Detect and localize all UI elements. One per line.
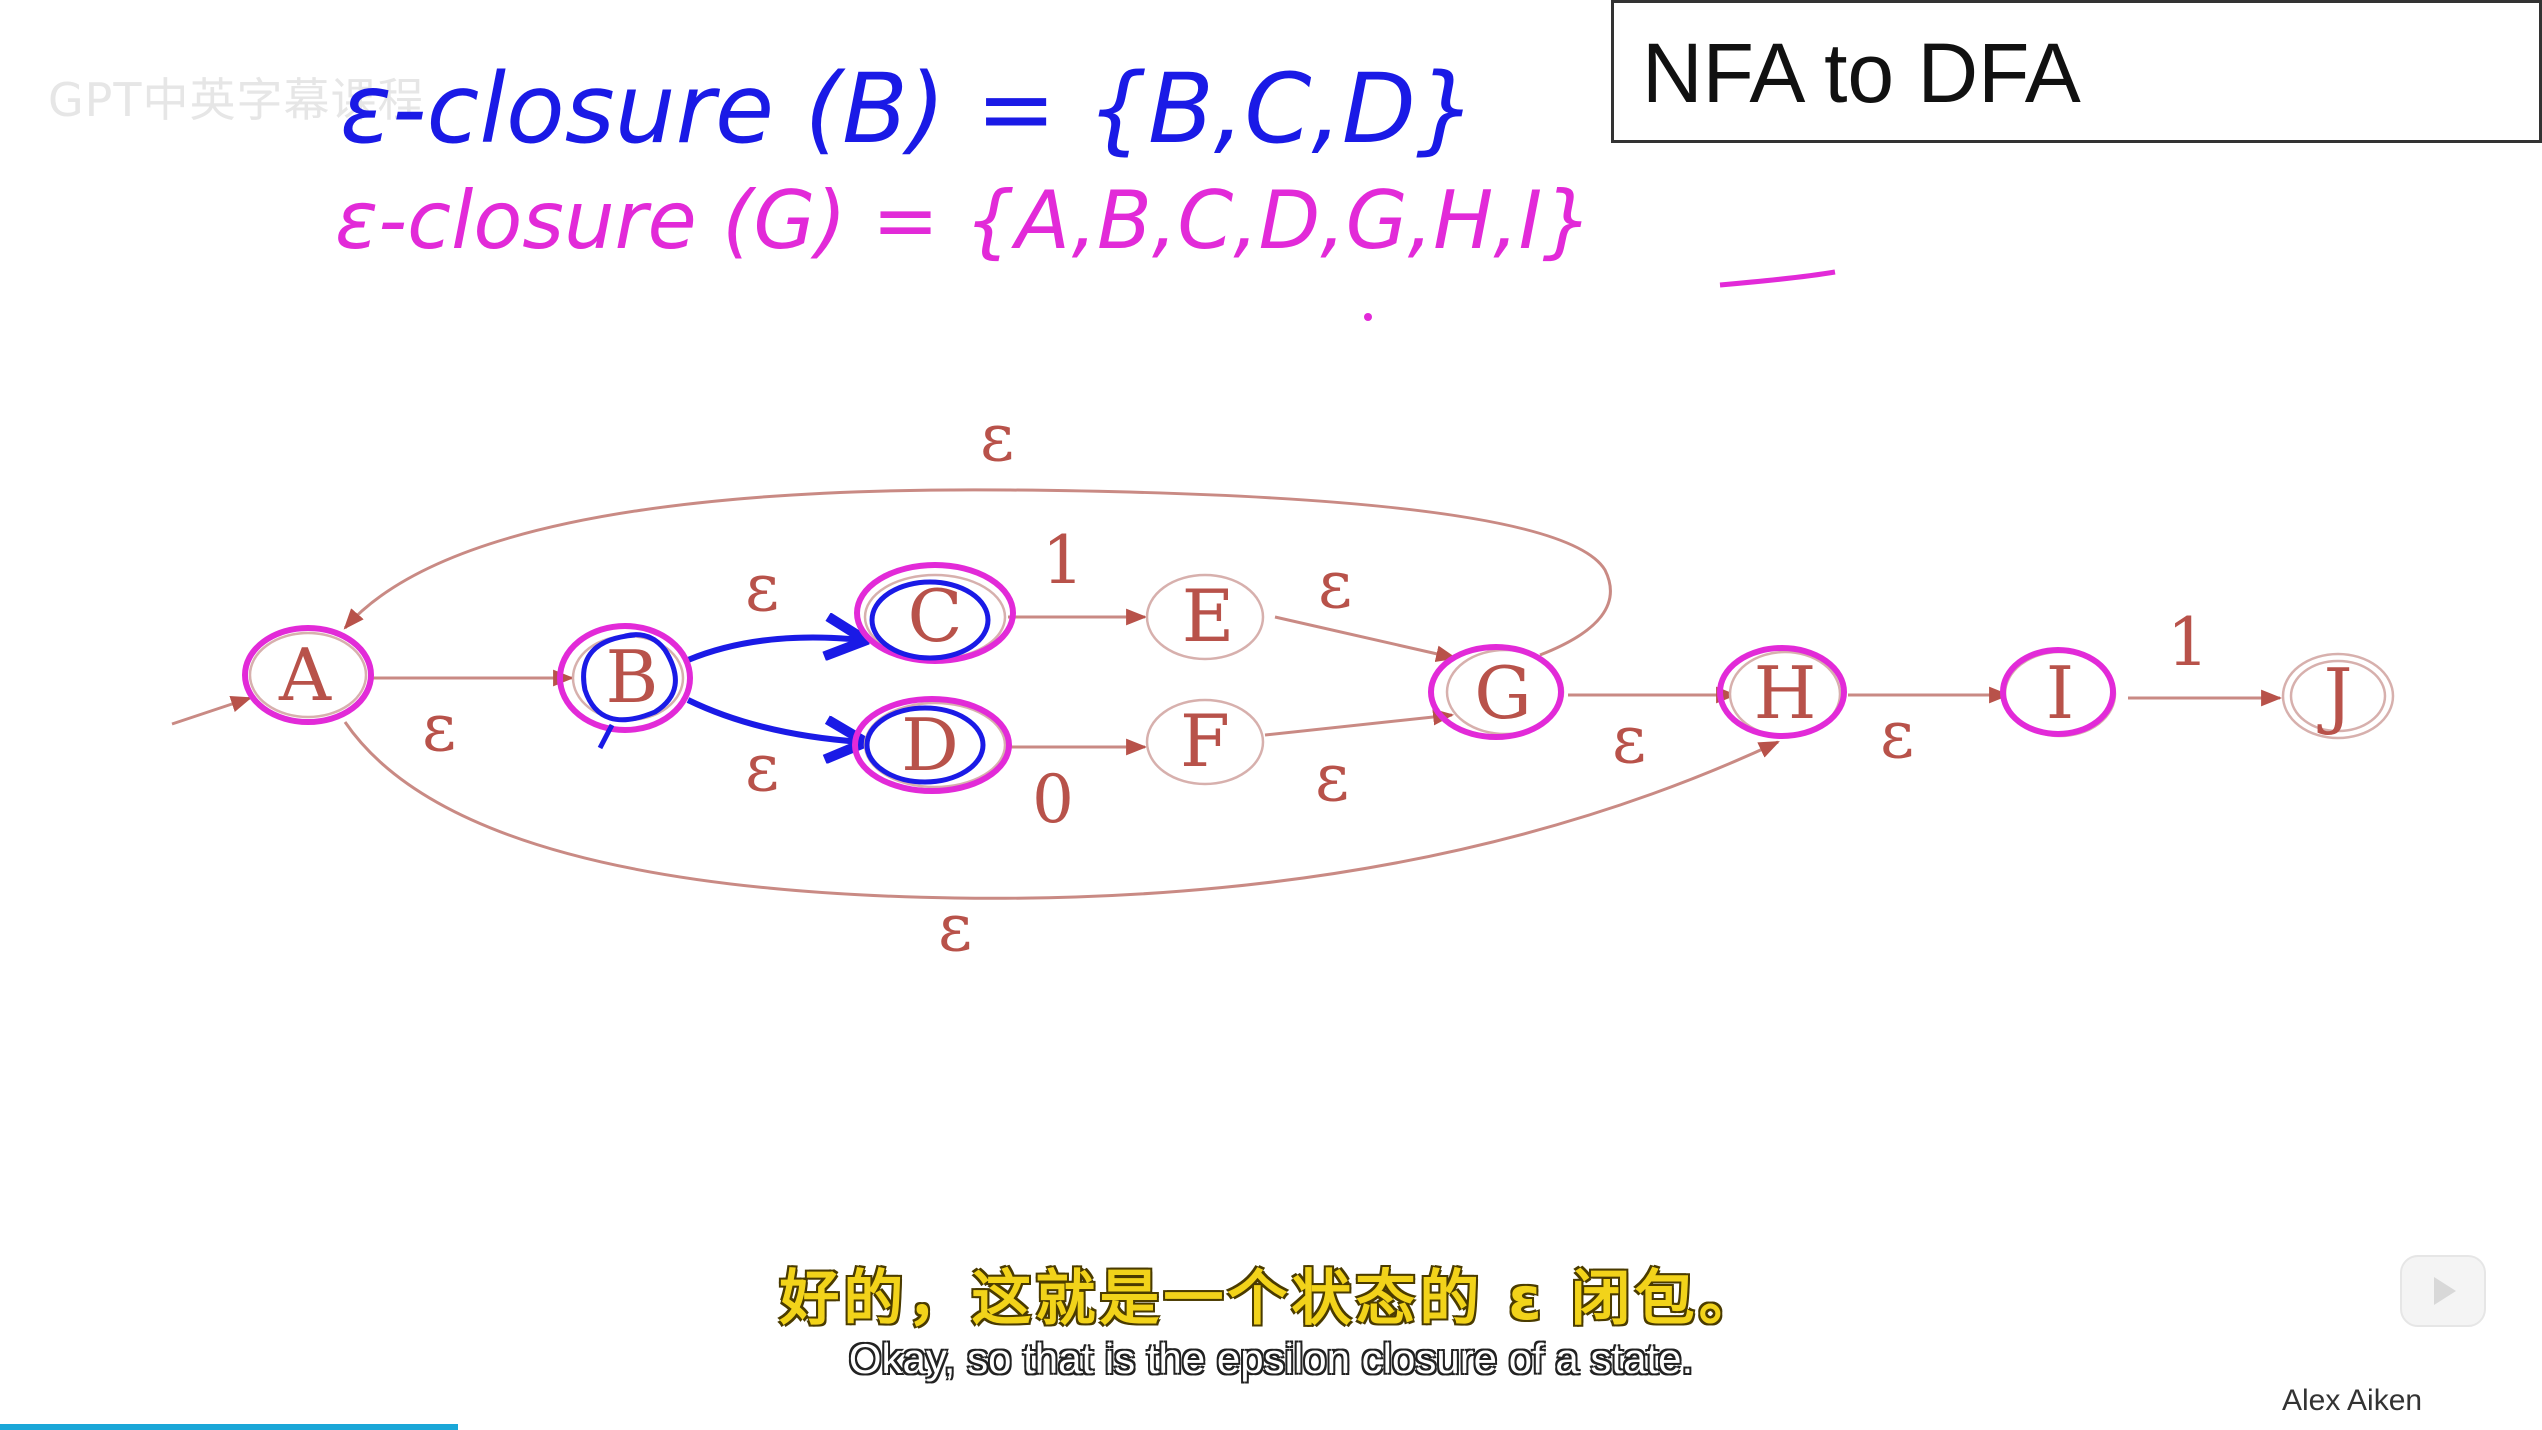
video-progress-bar[interactable] [0, 1424, 458, 1430]
state-f-ring [1145, 698, 1265, 786]
highlight-g [1428, 644, 1564, 740]
state-j-inner-ring [2289, 659, 2387, 733]
watermark: GPT中英字幕课程 [48, 73, 425, 127]
label-c-e: 1 [1042, 522, 1084, 599]
state-a-label: A [278, 633, 332, 717]
label-g-h: ε [1612, 701, 1646, 778]
edge-e-g [1274, 615, 1458, 662]
state-g-label: G [1474, 651, 1532, 735]
closure-b-note: ε-closure (B) = {B,C,D} [340, 53, 1477, 165]
label-f-g: ε [1315, 739, 1349, 816]
blue-mark-d [864, 705, 986, 785]
start-arrow [171, 696, 252, 726]
title-box: NFA to DFA [1611, 0, 2542, 143]
subtitle-chinese: 好的，这就是一个状态的 ε 闭包。 [779, 1264, 1763, 1334]
highlight-h [1717, 645, 1847, 739]
state-e-ring [1145, 573, 1265, 661]
state-c-label: C [907, 574, 962, 658]
state-b-label: B [606, 635, 659, 719]
state-d-label: D [901, 703, 959, 787]
blue-mark-b [581, 632, 678, 723]
state-a-ring [248, 631, 368, 719]
ink-dot [1364, 313, 1372, 321]
state-e-label: E [1182, 574, 1235, 658]
label-b-d: ε [745, 729, 779, 806]
play-icon [2434, 1277, 2456, 1305]
blue-tick-b [597, 723, 615, 750]
label-a-b: ε [422, 689, 456, 766]
label-a-h: ε [938, 889, 972, 966]
edge-a-h [343, 721, 1780, 900]
edge-b-d [686, 697, 862, 742]
label-d-f: 0 [1032, 761, 1074, 838]
highlight-b [557, 623, 693, 733]
state-h-label: H [1754, 651, 1817, 735]
state-f-label: F [1180, 699, 1230, 783]
edge-f-g [1264, 708, 1455, 737]
edge-b-c [686, 638, 862, 663]
highlight-c [854, 562, 1016, 664]
state-i-label: I [2046, 651, 2074, 735]
slide-title: NFA to DFA [1642, 26, 2081, 120]
subtitle-english: Okay, so that is the epsilon closure of … [848, 1335, 1694, 1382]
edge-g-a [343, 488, 1612, 657]
author-credit: Alex Aiken [2282, 1384, 2423, 1417]
underline-mark [1719, 269, 1836, 288]
label-e-g: ε [1318, 546, 1352, 623]
label-i-j: 1 [2167, 604, 2209, 681]
label-h-i: ε [1880, 696, 1914, 773]
highlight-d [852, 696, 1012, 794]
blue-mark-c [869, 579, 991, 661]
highlight-a [242, 625, 374, 725]
label-b-c: ε [745, 549, 779, 626]
label-g-a: ε [980, 399, 1014, 476]
highlight-i [2000, 647, 2116, 737]
closure-g-note: ε-closure (G) = {A,B,C,D,G,H,I} [335, 174, 1593, 267]
play-button[interactable] [2400, 1255, 2486, 1327]
